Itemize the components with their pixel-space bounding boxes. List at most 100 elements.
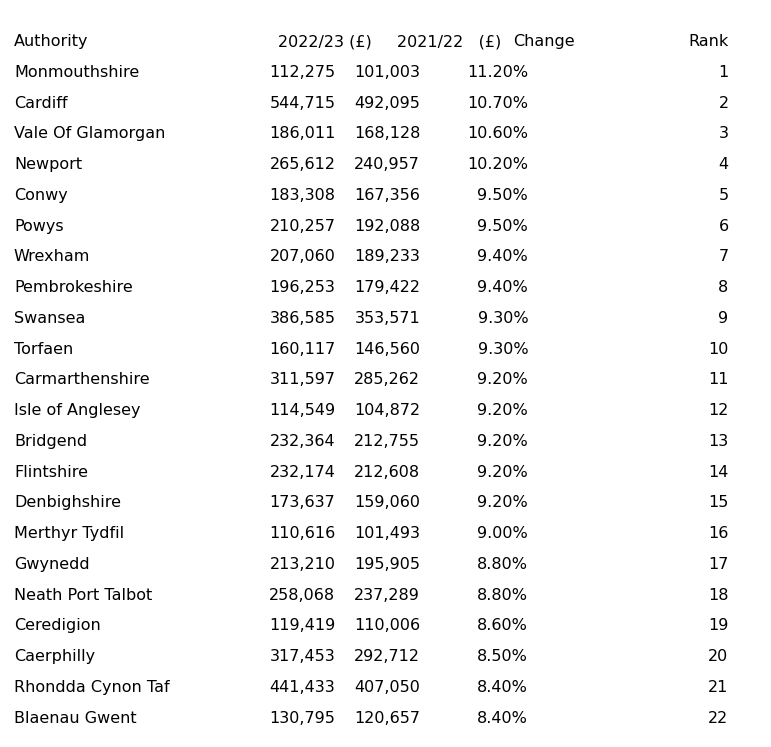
Text: Neath Port Talbot: Neath Port Talbot (14, 588, 152, 603)
Text: 146,560: 146,560 (354, 341, 420, 356)
Text: Vale Of Glamorgan: Vale Of Glamorgan (14, 126, 165, 141)
Text: 9.20%: 9.20% (477, 495, 528, 510)
Text: 210,257: 210,257 (269, 219, 335, 234)
Text: 10.20%: 10.20% (467, 157, 528, 172)
Text: 386,585: 386,585 (269, 311, 335, 326)
Text: 16: 16 (709, 526, 729, 541)
Text: Cardiff: Cardiff (14, 96, 67, 111)
Text: 14: 14 (709, 465, 729, 480)
Text: 4: 4 (719, 157, 729, 172)
Text: 8.40%: 8.40% (477, 680, 528, 695)
Text: 317,453: 317,453 (270, 649, 335, 664)
Text: 189,233: 189,233 (355, 249, 420, 264)
Text: 10.70%: 10.70% (467, 96, 528, 111)
Text: Pembrokeshire: Pembrokeshire (14, 280, 133, 295)
Text: 110,006: 110,006 (354, 619, 420, 633)
Text: Monmouthshire: Monmouthshire (14, 65, 139, 80)
Text: 9.30%: 9.30% (477, 311, 528, 326)
Text: 17: 17 (709, 557, 729, 572)
Text: 9.20%: 9.20% (477, 372, 528, 388)
Text: Conwy: Conwy (14, 187, 68, 202)
Text: 196,253: 196,253 (270, 280, 335, 295)
Text: 130,795: 130,795 (270, 710, 335, 725)
Text: 186,011: 186,011 (269, 126, 335, 141)
Text: 9: 9 (719, 311, 729, 326)
Text: 407,050: 407,050 (355, 680, 420, 695)
Text: 9.00%: 9.00% (477, 526, 528, 541)
Text: 167,356: 167,356 (355, 187, 420, 202)
Text: Newport: Newport (14, 157, 82, 172)
Text: 441,433: 441,433 (270, 680, 335, 695)
Text: Caerphilly: Caerphilly (14, 649, 95, 664)
Text: Rhondda Cynon Taf: Rhondda Cynon Taf (14, 680, 170, 695)
Text: Authority: Authority (14, 34, 89, 49)
Text: 173,637: 173,637 (270, 495, 335, 510)
Text: Blaenau Gwent: Blaenau Gwent (14, 710, 136, 725)
Text: Gwynedd: Gwynedd (14, 557, 89, 572)
Text: Swansea: Swansea (14, 311, 86, 326)
Text: 8.50%: 8.50% (477, 649, 528, 664)
Text: 213,210: 213,210 (269, 557, 335, 572)
Text: 22: 22 (709, 710, 729, 725)
Text: 195,905: 195,905 (354, 557, 420, 572)
Text: 212,608: 212,608 (354, 465, 420, 480)
Text: 232,174: 232,174 (270, 465, 335, 480)
Text: 9.50%: 9.50% (477, 187, 528, 202)
Text: 9.40%: 9.40% (477, 249, 528, 264)
Text: 2022/23 (£): 2022/23 (£) (278, 34, 372, 49)
Text: 6: 6 (719, 219, 729, 234)
Text: 8.60%: 8.60% (477, 619, 528, 633)
Text: 3: 3 (719, 126, 729, 141)
Text: 21: 21 (709, 680, 729, 695)
Text: 183,308: 183,308 (269, 187, 335, 202)
Text: 232,364: 232,364 (270, 434, 335, 449)
Text: 9.20%: 9.20% (477, 465, 528, 480)
Text: 311,597: 311,597 (269, 372, 335, 388)
Text: 9.40%: 9.40% (477, 280, 528, 295)
Text: 7: 7 (719, 249, 729, 264)
Text: Change: Change (513, 34, 574, 49)
Text: Ceredigion: Ceredigion (14, 619, 101, 633)
Text: 101,003: 101,003 (354, 65, 420, 80)
Text: 212,755: 212,755 (354, 434, 420, 449)
Text: 9.30%: 9.30% (477, 341, 528, 356)
Text: 110,616: 110,616 (269, 526, 335, 541)
Text: 11: 11 (708, 372, 729, 388)
Text: Bridgend: Bridgend (14, 434, 87, 449)
Text: 8.40%: 8.40% (477, 710, 528, 725)
Text: 112,275: 112,275 (269, 65, 335, 80)
Text: 120,657: 120,657 (354, 710, 420, 725)
Text: 544,715: 544,715 (269, 96, 335, 111)
Text: 492,095: 492,095 (355, 96, 420, 111)
Text: 159,060: 159,060 (354, 495, 420, 510)
Text: 240,957: 240,957 (355, 157, 420, 172)
Text: 104,872: 104,872 (354, 403, 420, 418)
Text: 160,117: 160,117 (269, 341, 335, 356)
Text: 8.80%: 8.80% (477, 588, 528, 603)
Text: 9.50%: 9.50% (477, 219, 528, 234)
Text: Torfaen: Torfaen (14, 341, 73, 356)
Text: 207,060: 207,060 (270, 249, 335, 264)
Text: 353,571: 353,571 (355, 311, 420, 326)
Text: 11.20%: 11.20% (467, 65, 528, 80)
Text: Carmarthenshire: Carmarthenshire (14, 372, 150, 388)
Text: 8.80%: 8.80% (477, 557, 528, 572)
Text: Merthyr Tydfil: Merthyr Tydfil (14, 526, 124, 541)
Text: 265,612: 265,612 (269, 157, 335, 172)
Text: 119,419: 119,419 (269, 619, 335, 633)
Text: 237,289: 237,289 (355, 588, 420, 603)
Text: Denbighshire: Denbighshire (14, 495, 121, 510)
Text: Flintshire: Flintshire (14, 465, 88, 480)
Text: Powys: Powys (14, 219, 63, 234)
Text: Wrexham: Wrexham (14, 249, 90, 264)
Text: 10: 10 (709, 341, 729, 356)
Text: 168,128: 168,128 (354, 126, 420, 141)
Text: Rank: Rank (689, 34, 729, 49)
Text: 19: 19 (709, 619, 729, 633)
Text: 258,068: 258,068 (269, 588, 335, 603)
Text: 192,088: 192,088 (354, 219, 420, 234)
Text: 101,493: 101,493 (354, 526, 420, 541)
Text: 15: 15 (709, 495, 729, 510)
Text: 9.20%: 9.20% (477, 434, 528, 449)
Text: 1: 1 (719, 65, 729, 80)
